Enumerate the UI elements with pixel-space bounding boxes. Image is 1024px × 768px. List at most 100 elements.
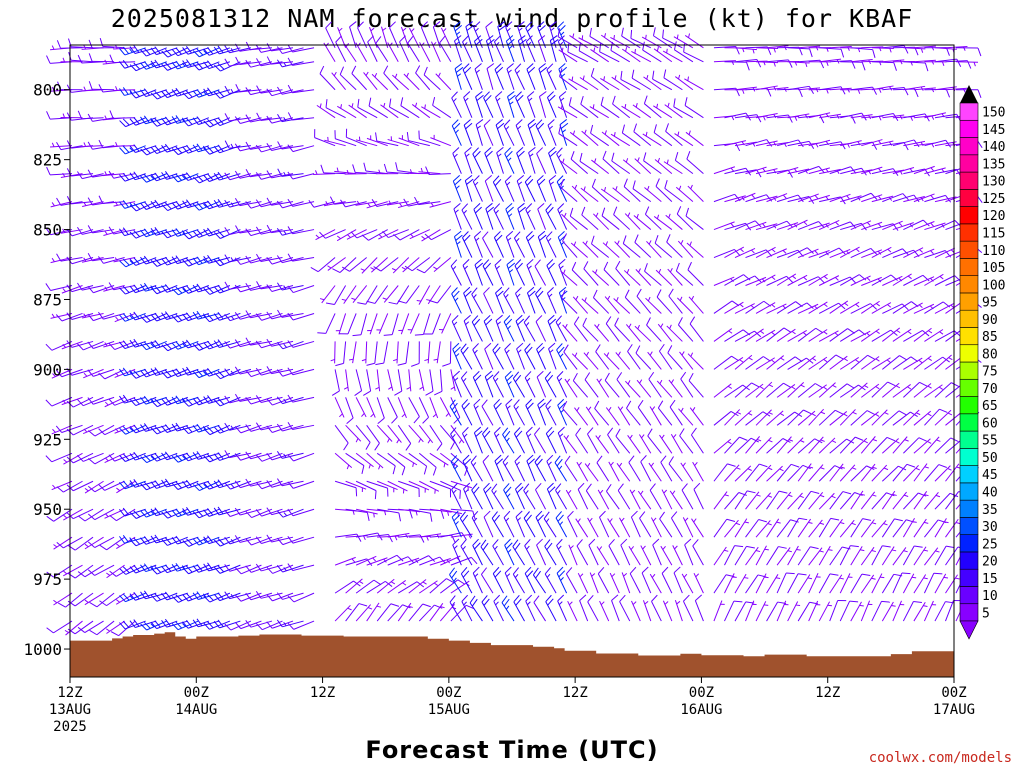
barb-shaft xyxy=(689,323,704,342)
wind-barb xyxy=(580,95,599,119)
wind-barb xyxy=(623,269,641,286)
barb-shaft xyxy=(565,489,578,510)
barb-feather xyxy=(482,454,490,462)
barb-half-feather xyxy=(370,413,375,418)
barb-feather xyxy=(628,455,635,463)
wind-barb xyxy=(213,452,241,461)
wind-barb xyxy=(203,285,231,295)
barb-half-feather xyxy=(528,265,532,270)
barb-feather xyxy=(119,395,125,404)
barb-half-feather xyxy=(672,490,676,495)
barb-shaft xyxy=(527,124,536,146)
wind-barb xyxy=(572,372,589,398)
barb-shaft xyxy=(74,536,94,551)
wind-barb xyxy=(108,396,136,406)
wind-barb xyxy=(45,396,73,407)
wind-barb xyxy=(351,285,368,304)
barb-half-feather xyxy=(181,565,186,570)
barb-feather xyxy=(122,87,129,95)
barb-feather xyxy=(786,572,795,575)
wind-barb xyxy=(766,465,784,482)
barb-half-feather xyxy=(230,370,235,375)
barb-half-feather xyxy=(518,27,523,32)
barb-feather xyxy=(494,426,501,434)
barb-feather xyxy=(224,422,230,431)
barb-half-feather xyxy=(659,379,663,385)
barb-half-feather xyxy=(683,573,688,578)
barb-feather xyxy=(496,290,504,298)
wind-barb xyxy=(98,424,125,436)
barb-shaft xyxy=(766,490,780,510)
barb-half-feather xyxy=(83,45,87,50)
barb-feather xyxy=(474,542,481,550)
barb-shaft xyxy=(92,229,115,234)
wind-barb xyxy=(494,258,504,286)
wind-barb xyxy=(504,370,515,398)
barb-feather xyxy=(461,203,469,211)
barb-feather xyxy=(66,256,73,265)
barb-shaft xyxy=(493,433,504,454)
barb-feather xyxy=(546,259,554,266)
wind-barb xyxy=(629,566,641,594)
barb-feather xyxy=(472,343,479,350)
barb-shaft xyxy=(745,356,764,370)
wind-barb xyxy=(787,274,808,286)
wind-barb xyxy=(755,464,773,482)
barb-feather xyxy=(119,341,126,349)
barb-shaft xyxy=(776,249,798,259)
barb-shaft xyxy=(386,171,409,175)
barb-feather xyxy=(504,370,512,378)
barb-shaft xyxy=(366,602,380,622)
wind-barb xyxy=(407,169,430,175)
barb-feather xyxy=(494,346,501,354)
barb-shaft xyxy=(683,51,704,63)
barb-half-feather xyxy=(319,298,325,301)
barb-half-feather xyxy=(104,115,108,120)
barb-feather xyxy=(133,424,140,432)
wind-barb xyxy=(516,174,525,202)
barb-shaft xyxy=(776,139,799,147)
barb-feather xyxy=(122,394,129,403)
barb-feather xyxy=(182,540,190,547)
barb-shaft xyxy=(323,172,346,175)
barb-shaft xyxy=(525,209,536,230)
wind-barb xyxy=(755,381,774,398)
barb-shaft xyxy=(219,396,241,407)
wind-barb xyxy=(600,187,620,203)
wind-barb xyxy=(713,574,735,594)
barb-shaft xyxy=(61,312,83,322)
barb-feather xyxy=(235,56,241,65)
wind-barb xyxy=(766,193,788,203)
barb-half-feather xyxy=(687,76,689,81)
barb-feather xyxy=(217,479,224,487)
barb-feather xyxy=(503,287,510,295)
barb-shaft xyxy=(645,297,662,314)
barb-shaft xyxy=(657,407,673,426)
wind-barb xyxy=(545,203,557,230)
barb-feather xyxy=(588,538,596,546)
wind-barb xyxy=(276,282,304,291)
barb-feather xyxy=(175,508,182,516)
barb-feather xyxy=(234,453,241,461)
wind-barb xyxy=(495,91,504,118)
barb-feather xyxy=(547,314,555,322)
barb-shaft xyxy=(293,480,315,489)
wind-barb xyxy=(245,620,273,628)
wind-barb xyxy=(84,592,104,606)
barb-feather xyxy=(589,27,592,37)
barb-feather xyxy=(133,89,140,97)
barb-shaft xyxy=(325,27,336,49)
barb-shaft xyxy=(440,480,461,491)
wind-barb xyxy=(515,314,525,342)
barb-feather xyxy=(171,455,179,463)
barb-feather xyxy=(464,147,472,154)
wind-barb xyxy=(667,268,683,286)
barb-feather xyxy=(154,46,161,54)
wind-barb xyxy=(686,150,704,175)
barb-feather xyxy=(182,367,188,376)
barb-feather xyxy=(99,600,107,607)
barb-shaft xyxy=(504,376,515,398)
barb-feather xyxy=(357,21,364,29)
barb-half-feather xyxy=(230,425,234,430)
barb-shaft xyxy=(486,68,494,90)
